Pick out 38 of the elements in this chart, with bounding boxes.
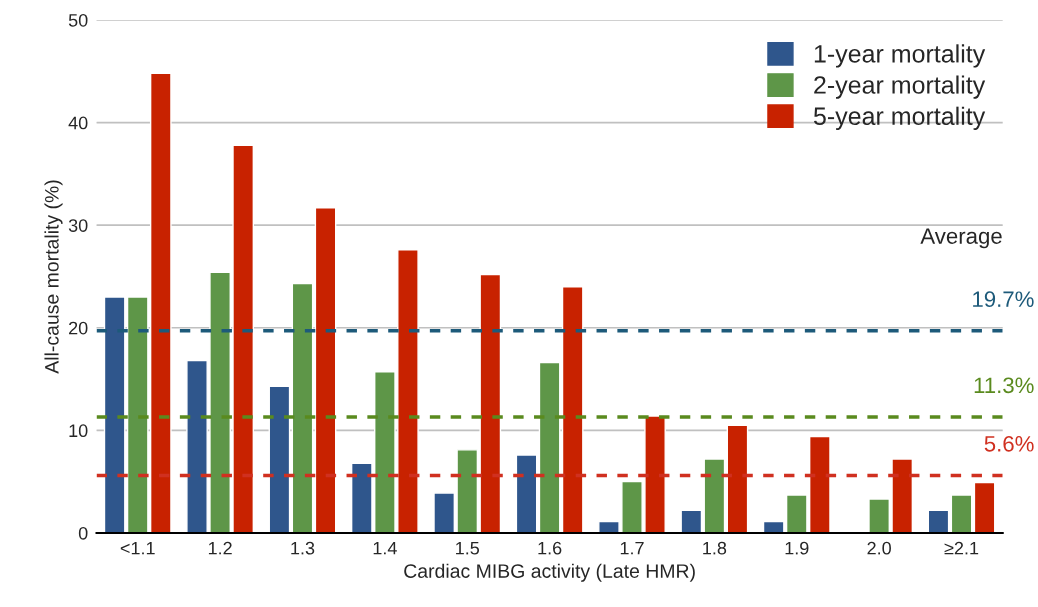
bar	[680, 509, 703, 533]
y-tick-label: 40	[68, 116, 88, 130]
x-tick-label: 1.7	[620, 541, 644, 555]
ref-line-label: 11.3%	[974, 377, 1034, 394]
legend-label: 1-year mortality	[814, 44, 986, 68]
x-axis-title: Cardiac MIBG activity (Late HMR)	[404, 563, 695, 582]
bar	[561, 286, 584, 533]
bar	[950, 494, 973, 533]
x-tick-label: <1.1	[120, 541, 155, 555]
bar	[726, 424, 749, 533]
y-tick-label: 30	[68, 219, 88, 232]
ref-line-label: 19.7%	[973, 291, 1034, 308]
annotation: Average	[920, 228, 1002, 249]
x-tick-label: 1.3	[291, 541, 315, 555]
y-tick-label: 50	[68, 13, 88, 27]
x-tick-label: 1.5	[456, 541, 480, 555]
x-tick-label: 2.0	[867, 541, 891, 555]
x-tick-label: 1.8	[703, 541, 727, 555]
x-tick-label: 1.4	[373, 541, 397, 555]
x-tick-label: 1.9	[785, 541, 809, 555]
x-tick-label: ≥2.1	[944, 541, 979, 555]
bar	[515, 454, 538, 533]
legend-label: 5-year mortality	[813, 106, 986, 130]
y-tick-label: 0	[78, 526, 88, 540]
bar	[268, 385, 291, 533]
y-tick-label: 10	[69, 424, 88, 438]
bar	[314, 207, 337, 533]
x-tick-label: 1.6	[538, 541, 562, 555]
bar	[973, 481, 996, 533]
bar	[703, 458, 726, 533]
bar	[538, 361, 561, 533]
y-axis-title: All-cause mortality (%)	[44, 180, 63, 374]
y-tick-label: 20	[69, 321, 88, 335]
bar	[927, 509, 950, 533]
x-tick-label: 1.2	[208, 541, 232, 555]
legend-label: 2-year mortality	[814, 75, 986, 99]
bar	[291, 282, 314, 533]
ref-line-label: 5.6%	[984, 435, 1034, 452]
